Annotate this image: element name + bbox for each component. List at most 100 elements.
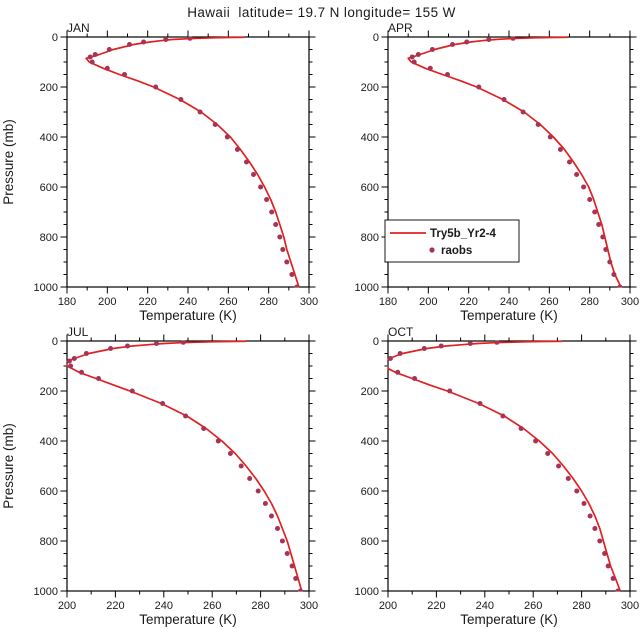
- raobs-dot: [212, 122, 218, 127]
- y-tick-label: 800: [40, 536, 58, 548]
- raobs-dot: [104, 65, 110, 71]
- raobs-dots: [409, 36, 623, 288]
- raobs-dot: [603, 247, 609, 252]
- x-axis-label: Temperature (K): [460, 308, 558, 323]
- raobs-dot: [610, 576, 616, 581]
- raobs-dot: [83, 351, 89, 356]
- raobs-dot: [87, 54, 93, 60]
- raobs-dot: [71, 356, 77, 361]
- raobs-dot: [125, 343, 130, 349]
- y-tick-label: 1000: [34, 282, 58, 294]
- model-line: [85, 36, 300, 288]
- raobs-dot: [587, 513, 593, 519]
- raobs-dot: [387, 356, 393, 361]
- raobs-dot: [183, 413, 189, 419]
- raobs-dot: [215, 438, 221, 444]
- raobs-dot: [476, 84, 482, 90]
- raobs-dot: [197, 109, 203, 115]
- y-tick-label: 600: [361, 486, 379, 498]
- raobs-dot: [234, 147, 240, 152]
- raobs-dot: [258, 184, 264, 190]
- raobs-dot: [600, 234, 606, 240]
- raobs-dot: [574, 172, 580, 177]
- figure-title: Hawaii latitude= 19.7 N longitude= 155 W: [187, 5, 456, 20]
- x-tick-label: 280: [572, 600, 590, 612]
- raobs-dot: [127, 42, 132, 47]
- raobs-dot: [592, 526, 598, 531]
- raobs-dot: [163, 37, 169, 42]
- raobs-dots: [66, 340, 303, 592]
- panel-month-label: JUL: [67, 325, 89, 339]
- x-tick-label: 280: [251, 600, 269, 612]
- raobs-dot: [382, 359, 387, 364]
- raobs-dot: [535, 122, 541, 127]
- raobs-dot: [518, 426, 524, 431]
- y-axis-label: Pressure (mb): [1, 119, 16, 205]
- axis-ticks: [60, 30, 316, 294]
- x-tick-label: 240: [476, 600, 494, 612]
- raobs-dot: [500, 413, 506, 419]
- panel-oct: 200 220 240 260 280 300 0 200 400 600 800 1000 OCT Te…: [321, 325, 642, 629]
- raobs-dot: [277, 234, 283, 240]
- y-tick-label: 400: [361, 132, 379, 144]
- x-tick-label: 260: [524, 600, 542, 612]
- raobs-dot: [122, 72, 127, 77]
- y-tick-label: 200: [40, 82, 58, 94]
- raobs-dot: [574, 488, 580, 494]
- raobs-dot: [201, 426, 207, 431]
- raobs-dot: [415, 52, 421, 57]
- raobs-dot: [447, 388, 453, 394]
- raobs-dot: [178, 97, 184, 102]
- raobs-dot: [597, 538, 603, 544]
- raobs-dot: [279, 538, 285, 544]
- raobs-dot: [289, 563, 295, 569]
- axis-ticks: [381, 334, 637, 598]
- y-tick-label: 400: [361, 436, 379, 448]
- raobs-dot: [397, 351, 403, 356]
- raobs-dot: [557, 147, 563, 152]
- raobs-dot: [269, 513, 274, 519]
- plot-frame: [387, 36, 631, 288]
- raobs-dot: [387, 364, 389, 368]
- raobs-dot: [607, 259, 613, 265]
- legend-line-label: Try5b_Yr2-4: [430, 228, 496, 240]
- panel-jul: 200 220 240 260 280 300 0 200 400 600 800 1000 JUL Te…: [0, 325, 321, 629]
- raobs-dot: [581, 501, 587, 506]
- raobs-dot: [467, 341, 473, 346]
- y-tick-label: 800: [40, 232, 58, 244]
- raobs-dot: [187, 36, 193, 41]
- y-tick-label: 200: [361, 82, 379, 94]
- y-tick-label: 1000: [34, 586, 58, 598]
- x-axis-label: Temperature (K): [460, 612, 558, 627]
- x-tick-label: 260: [540, 296, 558, 308]
- plot-frame: [387, 340, 631, 592]
- raobs-dot: [154, 341, 159, 346]
- x-tick-label: 260: [219, 296, 237, 308]
- raobs-dot: [602, 551, 608, 556]
- legend-dot-sample: [429, 247, 435, 253]
- y-tick-label: 600: [361, 182, 379, 194]
- x-tick-label: 280: [259, 296, 277, 308]
- chart-jan: 180 200 220 240 260 280 300 0 200 400 600 800 1000 JA…: [1, 21, 318, 323]
- raobs-dot: [129, 388, 135, 394]
- x-tick-label: 200: [379, 600, 397, 612]
- y-tick-label: 0: [373, 336, 379, 348]
- raobs-dot: [464, 39, 470, 45]
- raobs-dot: [409, 54, 415, 60]
- raobs-dot: [477, 401, 483, 406]
- raobs-dot: [411, 59, 417, 65]
- raobs-dot: [611, 272, 617, 277]
- y-tick-label: 800: [361, 232, 379, 244]
- x-axis-label: Temperature (K): [139, 308, 237, 323]
- panel-month-label: OCT: [388, 325, 414, 339]
- axis-ticks: [60, 334, 316, 598]
- raobs-dot: [273, 222, 279, 227]
- legend-box: [384, 219, 520, 263]
- y-tick-label: 1000: [355, 586, 379, 598]
- raobs-dot: [79, 369, 84, 375]
- raobs-dots: [382, 340, 621, 592]
- raobs-dot: [108, 346, 114, 351]
- raobs-dot: [275, 526, 280, 531]
- panel-jan: 180 200 220 240 260 280 300 0 200 400 600 800 1000 JA…: [0, 21, 321, 325]
